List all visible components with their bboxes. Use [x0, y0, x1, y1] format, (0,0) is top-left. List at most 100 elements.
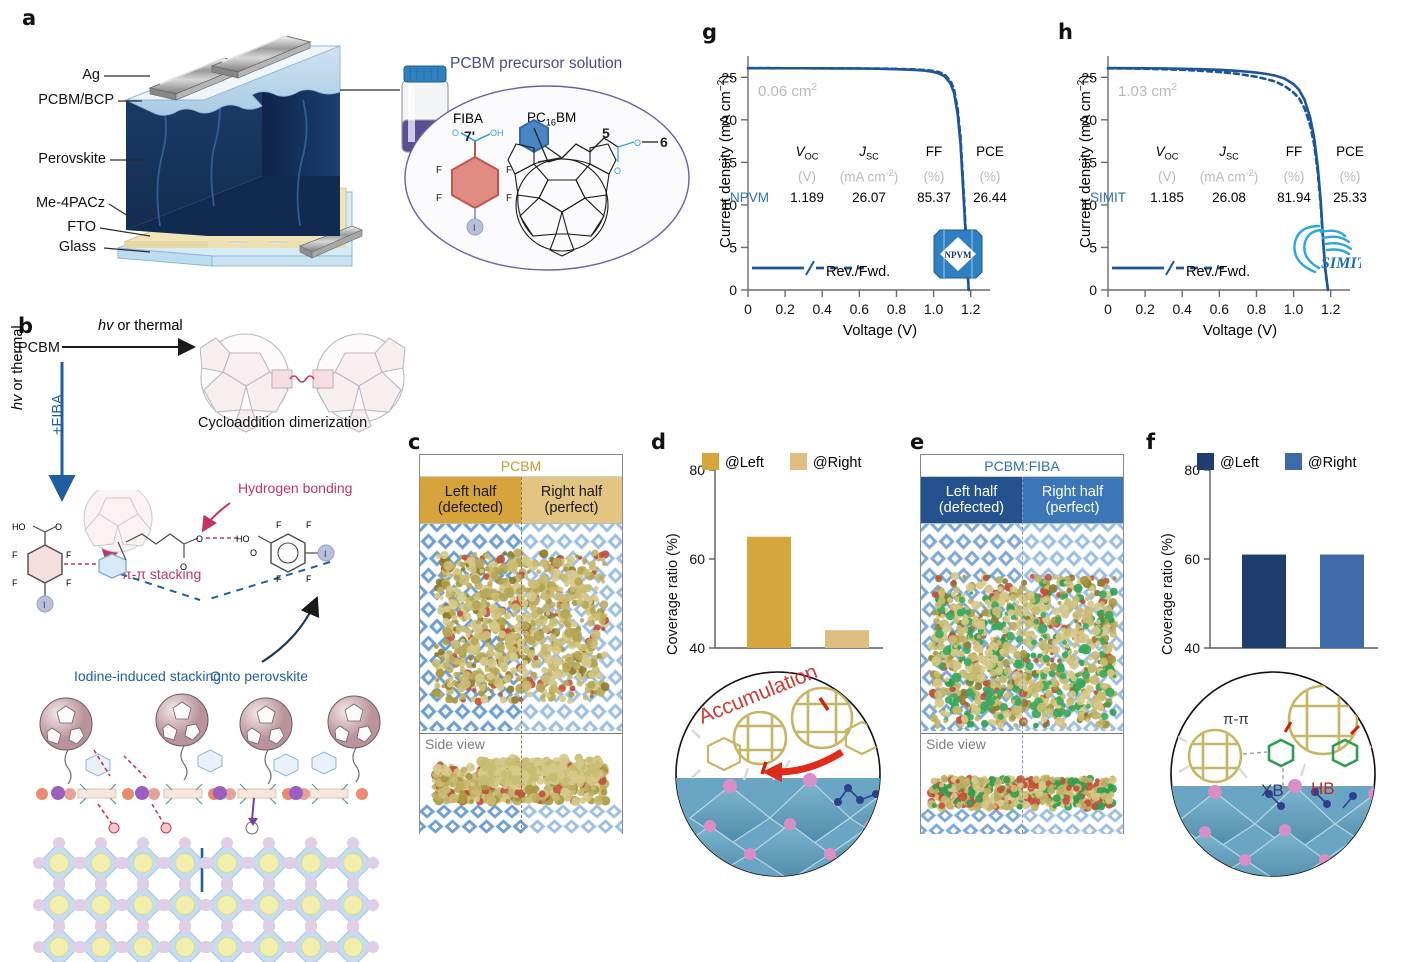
panel-h-jv-curve: h Current density (mA cm−2) 0 5 10 15 20 25 0 0… [1050, 0, 1421, 350]
complex-adduct-structure: HO O F F F F I O O HO [12, 490, 335, 613]
svg-text:F: F [12, 550, 18, 560]
panel-e-box: PCBM:FIBA Left half (defected) Right hal… [901, 454, 1150, 839]
panel-g-jv-curve: g Current density (mA cm−2) 0 5 10 15 20 25 0 0… [690, 0, 1050, 350]
svg-text:0.8: 0.8 [887, 301, 907, 317]
svg-text:80: 80 [689, 462, 705, 478]
svg-text:F: F [506, 193, 512, 204]
svg-text:O: O [250, 548, 257, 558]
panel-h-unit-ff: (%) [1283, 169, 1305, 185]
panel-g-unit-voc: (V) [798, 169, 816, 185]
arrow-left-fiba: +FIBA [50, 394, 66, 435]
svg-text:O: O [55, 522, 62, 532]
fiba-structure: O OH 7' F F F F I [436, 128, 512, 236]
panel-c-left-line2: (defected) [437, 500, 504, 516]
panel-g-unit-pce: (%) [979, 169, 1001, 185]
pi-pi-stacking-label: π-π stacking [122, 566, 202, 582]
svg-text:10: 10 [1081, 197, 1097, 213]
panel-g-unit-jsc: (mA cm-2) [839, 167, 899, 185]
npvm-logo: NPVM [933, 229, 983, 279]
panel-e-title: PCBM:FIBA [921, 455, 1123, 477]
svg-text:F: F [306, 520, 312, 530]
pc16bm-structure: O O 5 6 [507, 118, 668, 257]
svg-text:HO: HO [236, 534, 250, 544]
panel-g-value-jsc: 26.07 [852, 190, 886, 206]
panel-d-legend-right-label: @Right [812, 455, 862, 471]
fullerene-dimer [200, 333, 406, 433]
svg-text:I: I [324, 549, 327, 559]
svg-text:60: 60 [1184, 551, 1200, 567]
svg-text:20: 20 [1081, 112, 1097, 128]
panel-f-inset-label-xb: XB [1261, 781, 1284, 800]
panel-a-device-schematic: a [0, 0, 690, 300]
svg-text:0.6: 0.6 [1210, 301, 1230, 317]
panel-c-box: PCBM Left half (defected) Right half (pe… [400, 454, 649, 835]
svg-text:5: 5 [1089, 239, 1097, 255]
panel-c-divider [521, 477, 522, 833]
layer-label-fto: FTO [67, 219, 96, 235]
panel-d-legend-left-label: @Left [725, 455, 764, 471]
panel-g-plot: 0 5 10 15 20 25 0 0.2 0.4 0.6 0.8 1.0 1.2 [721, 56, 990, 317]
panel-letter-e: e [910, 430, 924, 454]
panel-g-results-table: VOC JSC FF PCE (V) (mA cm-2) (%) (%) NPV… [730, 144, 1020, 205]
svg-text:20: 20 [721, 112, 737, 128]
panel-g-unit-ff: (%) [923, 169, 945, 185]
panel-e-right-half: Right half (perfect) [1022, 477, 1123, 523]
svg-text:0: 0 [744, 301, 752, 317]
svg-text:F: F [506, 165, 512, 176]
svg-text:60: 60 [689, 551, 705, 567]
panel-f-swatch-left [1197, 453, 1214, 470]
svg-text:5: 5 [602, 125, 610, 141]
svg-text:40: 40 [1184, 640, 1200, 656]
svg-text:80: 80 [1184, 462, 1200, 478]
svg-text:O: O [196, 534, 203, 544]
panel-h-value-jsc: 26.08 [1212, 190, 1246, 206]
svg-text:0.4: 0.4 [1173, 301, 1193, 317]
pc16bm-label: PC16BM [527, 110, 576, 128]
svg-text:O: O [634, 138, 641, 148]
svg-text:1.0: 1.0 [924, 301, 944, 317]
panel-f-legend-right: @Right [1284, 453, 1356, 471]
panel-letter-d: d [651, 430, 666, 454]
panel-c-right-line2: (perfect) [544, 500, 599, 516]
panel-f-legend: @Left @Right [1197, 453, 1356, 471]
panel-h-area-label: 1.03 cm2 [1118, 82, 1178, 100]
panel-e-right-line1: Right half [1041, 483, 1104, 500]
arrow-left-condition: hv or thermal [10, 325, 26, 410]
svg-text:0.2: 0.2 [775, 301, 795, 317]
panel-e-left-line1: Left half [945, 483, 998, 500]
panel-c-sideview-label: Side view [425, 736, 485, 752]
panel-h-header-voc: VOC [1155, 144, 1179, 162]
svg-text:0.6: 0.6 [850, 301, 870, 317]
panel-g-value-voc: 1.189 [790, 190, 824, 206]
panel-g-value-pce: 26.44 [973, 190, 1007, 206]
precursor-solution-title: PCBM precursor solution [450, 55, 623, 72]
panel-d-inset-illustration: Accumulation [675, 668, 881, 877]
panel-f-inset-illustration: π-π XB HB [1170, 671, 1376, 877]
svg-text:F: F [436, 165, 442, 176]
panel-d-legend: @Left @Right [702, 453, 861, 471]
device-stack-drawing [99, 33, 400, 267]
panel-c-title: PCBM [420, 455, 622, 477]
svg-text:25: 25 [721, 69, 737, 85]
panel-g-header-voc: VOC [795, 144, 819, 162]
panel-f-legend-left: @Left [1197, 453, 1259, 471]
svg-text:F: F [12, 578, 18, 588]
panel-h-xlabel: Voltage (V) [1202, 322, 1278, 339]
svg-text:1.2: 1.2 [1321, 301, 1341, 317]
panel-e-right-line2: (perfect) [1045, 500, 1100, 516]
svg-text:0.2: 0.2 [1135, 301, 1155, 317]
panel-f-inset-label-pipi: π-π [1223, 711, 1249, 728]
pc16bm-subscript: 16 [545, 117, 556, 128]
panel-letter-g: g [702, 20, 717, 44]
perovskite-surface-schematic [33, 693, 381, 962]
panel-d-chart: Coverage ratio (%) 40 60 80 [651, 440, 895, 680]
panel-c-right-line1: Right half [540, 483, 603, 500]
svg-text:F: F [276, 574, 282, 584]
svg-text:0: 0 [1089, 282, 1097, 298]
svg-text:25: 25 [1081, 69, 1097, 85]
panel-g-header-ff: FF [925, 144, 943, 159]
panel-h-value-pce: 25.33 [1333, 190, 1367, 206]
svg-text:F: F [306, 574, 312, 584]
panel-e-left-half: Left half (defected) [921, 477, 1022, 523]
layer-label-perovskite: Perovskite [38, 151, 106, 167]
